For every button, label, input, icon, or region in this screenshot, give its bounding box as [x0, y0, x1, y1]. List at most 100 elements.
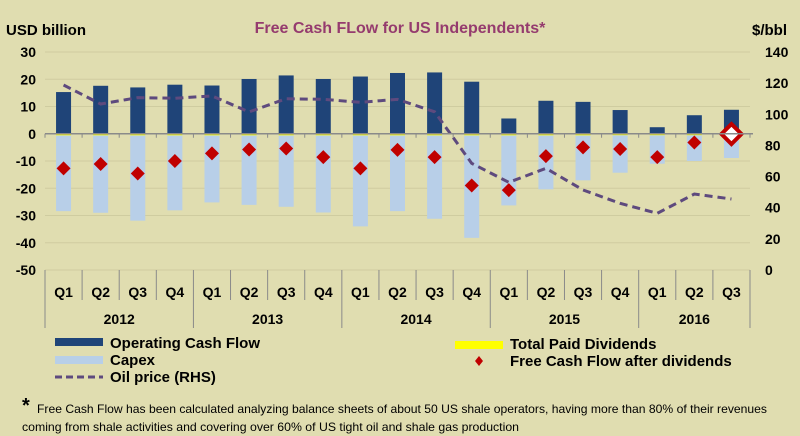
- operating-cash-flow-bar: [649, 127, 665, 134]
- free-cash-flow-point: [650, 150, 665, 165]
- free-cash-flow-point: [279, 141, 294, 156]
- legend-swatch-total-paid-dividends: [455, 341, 503, 349]
- operating-cash-flow-bar: [278, 75, 294, 134]
- operating-cash-flow-bar: [427, 72, 443, 134]
- right-tick-label: 140: [765, 44, 789, 60]
- free-cash-flow-point: [204, 146, 219, 161]
- operating-cash-flow-bar: [390, 72, 405, 134]
- quarter-label: Q2: [537, 284, 556, 300]
- legend-label-operating-cash-flow: Operating Cash Flow: [110, 335, 260, 352]
- quarter-label: Q3: [574, 284, 593, 300]
- free-cash-flow-point: [93, 156, 108, 171]
- footnote-line-1: Free Cash Flow has been calculated analy…: [37, 402, 767, 416]
- quarter-label: Q3: [722, 284, 741, 300]
- operating-cash-flow-bar: [130, 87, 146, 134]
- left-tick-label: -40: [16, 235, 36, 251]
- free-cash-flow-point: [427, 150, 442, 165]
- quarter-label: Q4: [314, 284, 333, 300]
- left-tick-label: 10: [20, 99, 36, 115]
- quarter-label: Q3: [277, 284, 296, 300]
- legend: Operating Cash Flow Capex Oil price (RHS…: [55, 335, 732, 386]
- free-cash-flow-point: [687, 135, 702, 150]
- legend-swatch-operating-cash-flow: [55, 338, 103, 346]
- left-tick-label: -10: [16, 153, 36, 169]
- free-cash-flow-point: [242, 142, 257, 157]
- capex-bar: [167, 133, 183, 211]
- dividends-bar: [93, 133, 109, 136]
- operating-cash-flow-bar: [686, 115, 702, 134]
- quarter-label: Q2: [685, 284, 704, 300]
- dividends-bar: [464, 133, 480, 136]
- operating-cash-flow-bar: [538, 100, 554, 134]
- legend-label-total-paid-dividends: Total Paid Dividends: [510, 336, 656, 353]
- left-tick-label: -20: [16, 180, 36, 196]
- legend-swatch-free-cash-flow: [475, 356, 483, 366]
- quarter-label: Q1: [54, 284, 73, 300]
- capex-bar: [315, 133, 331, 213]
- free-cash-flow-point: [167, 154, 182, 168]
- left-tick-label: 20: [20, 71, 36, 87]
- dividends-bar: [167, 133, 183, 136]
- quarter-label: Q3: [128, 284, 147, 300]
- legend-label-capex: Capex: [110, 352, 156, 369]
- capex-bar: [93, 133, 109, 213]
- free-cash-flow-point: [576, 140, 591, 155]
- operating-cash-flow-bar: [167, 84, 183, 134]
- dividends-bar: [204, 133, 220, 136]
- operating-cash-flow-bar: [501, 118, 517, 134]
- operating-cash-flow-bar: [612, 110, 628, 134]
- right-tick-label: 100: [765, 106, 789, 122]
- year-label: 2013: [252, 311, 283, 327]
- capex-bar: [427, 133, 443, 219]
- free-cash-flow-point: [538, 149, 553, 164]
- dividends-bar: [278, 133, 294, 136]
- right-tick-label: 80: [765, 137, 781, 153]
- dividends-bar: [352, 133, 368, 136]
- free-cash-flow-point: [56, 161, 71, 176]
- legend-swatch-capex: [55, 356, 103, 364]
- footnote-line-2: coming from shale activities and coverin…: [22, 420, 519, 434]
- quarter-label: Q4: [462, 284, 481, 300]
- left-tick-label: 30: [20, 44, 36, 60]
- operating-cash-flow-bar: [352, 76, 368, 134]
- right-tick-label: 0: [765, 262, 773, 278]
- right-tick-label: 40: [765, 200, 781, 216]
- footnote-marker: *: [22, 395, 30, 417]
- legend-label-oil-price: Oil price (RHS): [110, 369, 216, 386]
- quarter-label: Q1: [648, 284, 667, 300]
- year-label: 2016: [679, 311, 710, 327]
- capex-bar: [278, 133, 294, 207]
- quarter-label: Q1: [351, 284, 370, 300]
- quarter-label: Q1: [499, 284, 518, 300]
- operating-cash-flow-bar: [241, 78, 257, 134]
- right-tick-label: 120: [765, 75, 789, 91]
- free-cash-flow-point: [390, 142, 405, 157]
- quarter-label: Q4: [166, 284, 185, 300]
- free-cash-flow-point: [613, 142, 628, 157]
- operating-cash-flow-bar: [315, 78, 331, 134]
- dividends-bar: [390, 133, 405, 136]
- year-label: 2012: [104, 311, 135, 327]
- operating-cash-flow-bar: [204, 85, 220, 134]
- quarter-label: Q3: [425, 284, 444, 300]
- dividends-bar: [56, 133, 72, 136]
- dividends-bar: [315, 133, 331, 136]
- capex-bar: [352, 133, 368, 227]
- left-axis-label: USD billion: [6, 22, 86, 39]
- oil-price-line: [62, 83, 732, 215]
- free-cash-flow-point: [316, 150, 331, 165]
- dividends-bar: [501, 133, 517, 136]
- dividends-bar: [130, 133, 146, 136]
- capex-bar: [204, 133, 220, 203]
- free-cash-flow-point: [130, 166, 145, 181]
- quarter-label: Q2: [240, 284, 259, 300]
- operating-cash-flow-bar: [575, 101, 591, 134]
- left-tick-label: -50: [16, 262, 36, 278]
- capex-bar: [390, 133, 405, 212]
- free-cash-flow-point: [501, 183, 516, 198]
- dividends-bar: [575, 133, 591, 136]
- year-label: 2015: [549, 311, 580, 327]
- right-tick-label: 60: [765, 169, 781, 185]
- quarter-label: Q2: [91, 284, 110, 300]
